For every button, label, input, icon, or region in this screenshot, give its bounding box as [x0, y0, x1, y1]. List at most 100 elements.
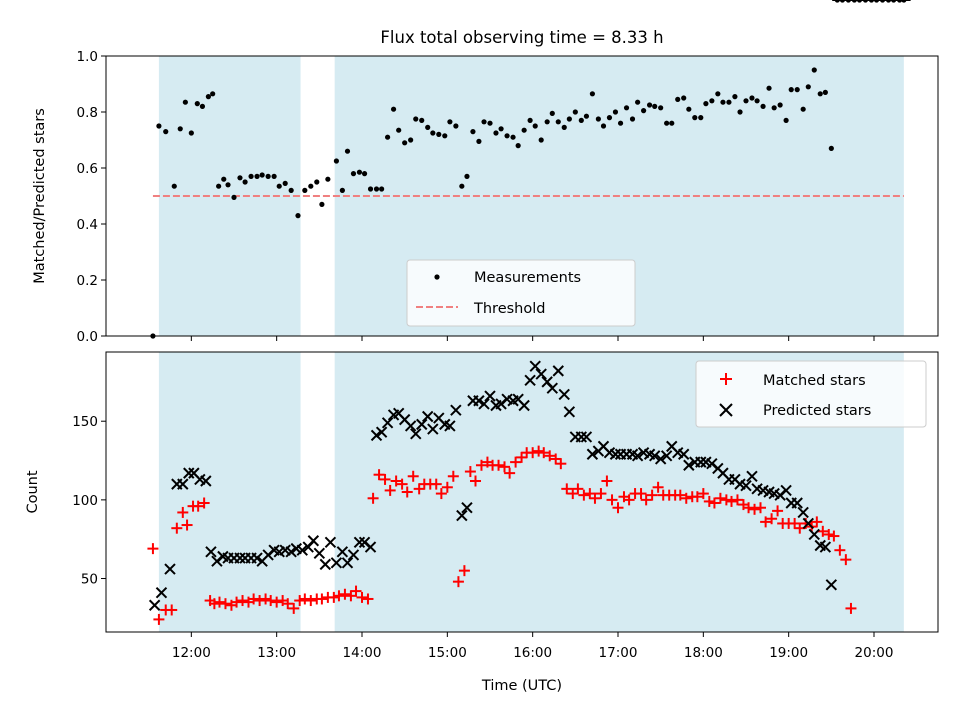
measurement-point — [487, 120, 493, 126]
predicted-star-point — [421, 410, 434, 423]
measurement-point — [686, 106, 692, 112]
predicted-star-point — [677, 448, 690, 460]
measurement-point — [396, 127, 402, 133]
matched-star-point — [288, 602, 300, 614]
measurement-point — [333, 158, 339, 164]
matched-star-point — [367, 492, 379, 504]
measurement-point — [760, 103, 766, 109]
predicted-star-point — [330, 557, 343, 569]
matched-star-point — [447, 470, 459, 482]
matched-star-point — [538, 447, 550, 459]
x-tick-label: 19:00 — [769, 645, 808, 661]
matched-star-point — [516, 451, 528, 463]
measurement-point — [623, 105, 630, 111]
matched-star-point — [640, 494, 652, 506]
matched-star-point — [260, 593, 272, 605]
measurement-point — [385, 134, 391, 140]
matched-star-point — [299, 593, 311, 605]
measurement-point — [612, 109, 619, 115]
matched-star-point — [527, 447, 539, 459]
measurement-point — [595, 116, 601, 122]
measurement-point — [182, 99, 188, 105]
measurement-point — [566, 116, 572, 122]
measurement-point — [319, 201, 325, 207]
y-tick-label: 0.8 — [77, 105, 98, 121]
predicted-star-point — [819, 541, 832, 553]
predicted-star-point — [808, 528, 820, 541]
measurement-point — [606, 115, 613, 121]
predicted-star-point — [324, 536, 337, 549]
y-tick-label: 150 — [72, 414, 98, 430]
predicted-star-point — [347, 549, 360, 561]
legend-predicted-marker — [719, 403, 733, 417]
predicted-star-point — [410, 428, 422, 440]
measurement-point — [231, 194, 237, 200]
measurement-point — [199, 103, 206, 109]
measurement-point — [470, 129, 476, 135]
matched-star-point — [589, 492, 601, 504]
predicted-star-point — [780, 484, 792, 497]
measurement-point — [681, 95, 687, 101]
top-panel-y-axis-label: Matched/Predicted stars — [32, 108, 48, 284]
matched-star-point — [725, 495, 737, 507]
matched-star-point — [708, 497, 720, 509]
measurement-point — [259, 172, 265, 178]
measurement-point — [276, 183, 282, 189]
measurement-point — [572, 109, 578, 115]
measurement-point — [658, 105, 664, 111]
measurement-point — [749, 95, 755, 101]
y-tick-label: 0.6 — [77, 161, 98, 177]
legend-threshold-label: Threshold — [473, 301, 545, 317]
measurement-point — [521, 127, 527, 133]
measurement-point — [419, 117, 425, 123]
measurement-point — [344, 148, 351, 154]
matched-star-point — [464, 466, 476, 478]
predicted-star-point — [575, 431, 588, 443]
matched-star-point — [845, 602, 857, 614]
predicted-star-point — [802, 517, 815, 530]
observing-window-0 — [158, 352, 301, 632]
measurement-point — [248, 173, 254, 179]
measurement-point — [703, 101, 709, 107]
matched-star-point — [384, 484, 396, 496]
matched-star-point — [760, 516, 772, 528]
matched-star-point — [231, 596, 243, 608]
measurement-point — [561, 124, 567, 130]
measurement-point — [254, 173, 260, 179]
predicted-star-point — [461, 502, 473, 514]
measurement-point — [669, 120, 675, 126]
y-tick-label: 1.0 — [77, 49, 98, 65]
matched-star-point — [601, 475, 613, 487]
matched-star-point — [390, 475, 402, 487]
predicted-star-point — [580, 431, 593, 443]
matched-star-point — [475, 459, 487, 471]
matched-star-point — [305, 595, 317, 607]
matched-star-point — [766, 513, 778, 525]
legend-box — [695, 360, 927, 428]
measurement-point — [698, 115, 704, 121]
predicted-star-point — [484, 390, 496, 402]
matched-star-point — [703, 495, 715, 507]
measurement-point — [515, 143, 521, 149]
measurement-point — [361, 171, 368, 177]
measurement-point — [589, 91, 596, 97]
measurement-point — [163, 129, 169, 135]
measurement-point — [811, 67, 817, 73]
measurement-point — [237, 175, 243, 181]
measurement-point — [350, 171, 357, 177]
matched-star-point — [697, 488, 709, 500]
matched-star-point — [714, 492, 726, 504]
matched-star-point — [458, 565, 470, 577]
matched-star-point — [181, 519, 193, 531]
matched-star-point — [578, 489, 590, 501]
matched-star-point — [248, 593, 260, 605]
measurement-point — [692, 115, 698, 121]
measurement-point — [402, 140, 408, 146]
predicted-star-point — [234, 552, 246, 564]
x-tick-label: 17:00 — [599, 645, 638, 661]
matched-star-point — [646, 489, 658, 501]
measurement-point — [390, 106, 397, 112]
measurement-point — [629, 116, 636, 122]
matched-star-point — [219, 598, 231, 610]
matched-star-point — [177, 506, 189, 518]
